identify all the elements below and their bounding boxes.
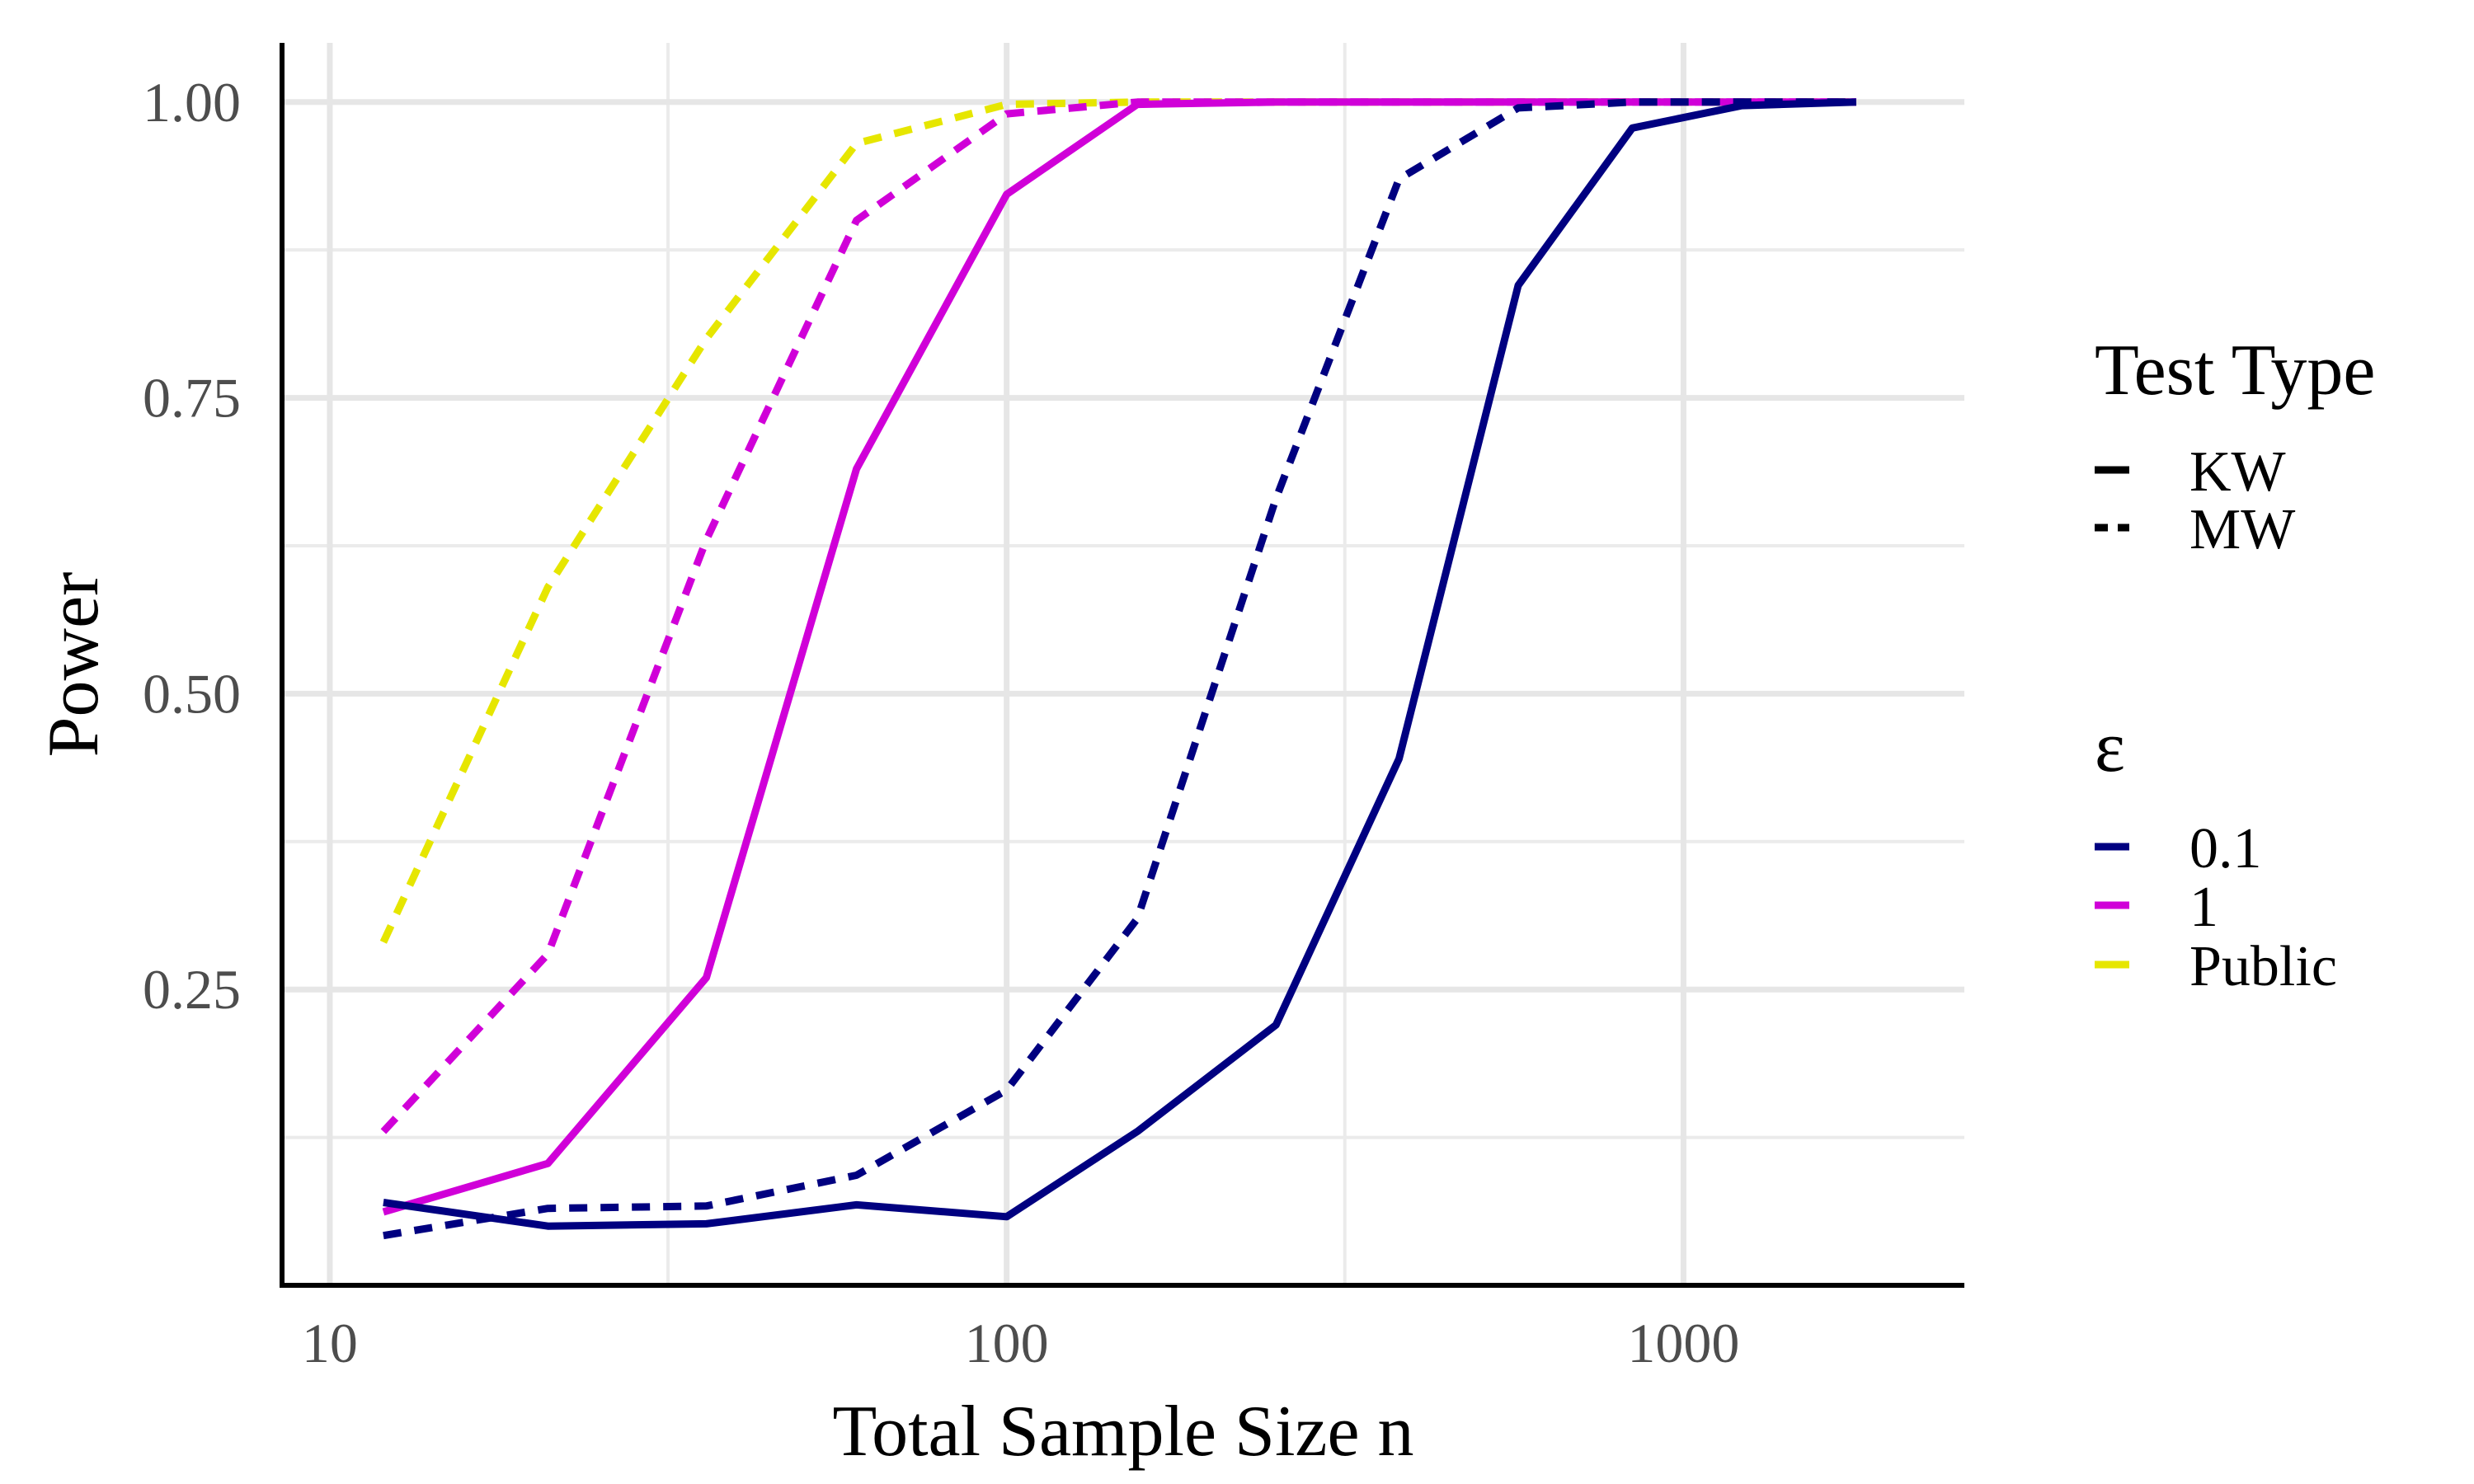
series-line-eps-1-mw	[380, 98, 1856, 1134]
axes	[280, 43, 1964, 1288]
y-tick-label: 0.25	[143, 958, 241, 1021]
series-line-eps-0-1-mw	[383, 98, 1856, 1240]
legend-label-epsilon: 1	[2189, 876, 2218, 939]
x-tick-label: 1000	[1627, 1312, 1739, 1374]
y-axis-title: Power	[34, 572, 114, 758]
x-tick-label: 100	[965, 1312, 1049, 1374]
y-tick-label: 0.50	[143, 662, 241, 725]
series-line-eps-1-kw	[382, 98, 1856, 1216]
legend-title-test-type: Test Type	[2095, 331, 2375, 411]
series-line-eps-0-1-kw	[383, 98, 1857, 1230]
grid	[282, 43, 1964, 1285]
legend-label-kw: KW	[2189, 440, 2286, 504]
legend-title-epsilon: ε	[2095, 707, 2125, 787]
series-lines	[379, 98, 1857, 1240]
legend-label-mw: MW	[2189, 498, 2295, 561]
tick-labels: 0.25 0.50 0.75 1.00 10 100 1000	[143, 71, 1739, 1374]
legend-label-epsilon: Public	[2189, 935, 2337, 998]
x-tick-label: 10	[302, 1312, 358, 1374]
x-axis-title: Total Sample Size n	[832, 1392, 1413, 1472]
legend-label-epsilon: 0.1	[2189, 817, 2262, 881]
y-tick-label: 1.00	[143, 71, 241, 134]
y-tick-label: 0.75	[143, 367, 241, 430]
